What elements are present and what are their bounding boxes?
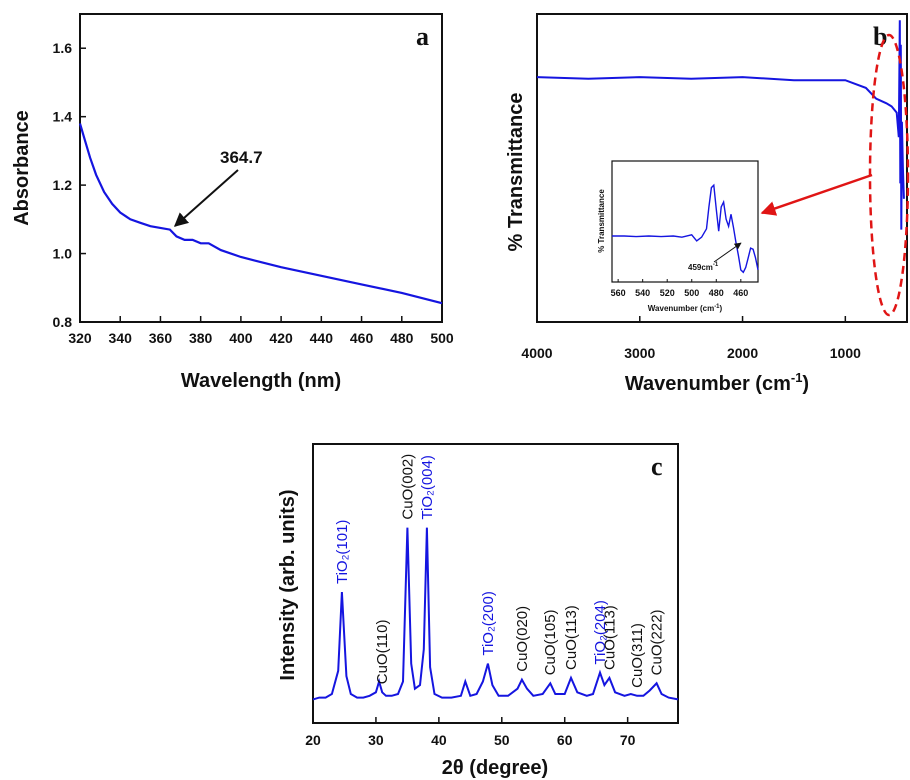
- panel-c-peak-label: TiO₂(200): [480, 591, 497, 655]
- panel-b-inset-series-line: [612, 183, 759, 274]
- panel-a-ytick-label: 1.6: [53, 40, 73, 56]
- panel-b: 4000 3000 2000 1000 b 560 540 520 500 480 460 45…: [505, 13, 910, 395]
- panel-b-frame: [536, 13, 908, 323]
- panel-c-frame: [312, 443, 679, 724]
- panel-b-inset-xtick-label: 480: [709, 288, 724, 298]
- panel-b-inset-ylabel: % Transmittance: [597, 189, 606, 253]
- panel-b-inset-annotation-sup: -1: [713, 262, 719, 268]
- panel-c-peak-label: TiO₂(004): [419, 455, 436, 519]
- panel-a-annotation: 364.7: [220, 148, 263, 167]
- panel-b-letter: b: [873, 22, 887, 51]
- panel-b-xlabel: Wavenumber (cm-1): [625, 370, 809, 395]
- panel-b-inset-xlabel-sup: -1: [714, 304, 720, 310]
- panel-a-xtick-label: 320: [68, 330, 92, 346]
- panel-b-inset-xtick-label: 520: [660, 288, 675, 298]
- panel-b-ylabel: % Transmittance: [505, 93, 527, 252]
- panel-c-peak-label: CuO(110): [374, 620, 391, 685]
- panel-b-inset-frame: [611, 160, 759, 283]
- panel-b-ticks: 4000 3000 2000 1000: [521, 316, 861, 361]
- panel-c-series-line: [312, 527, 679, 701]
- panel-c-xtick-label: 30: [368, 732, 384, 748]
- panel-c-peak-label: CuO(311): [629, 623, 646, 688]
- panel-b-inset-xtick-label: 540: [635, 288, 650, 298]
- panel-c-peak-label: CuO(222): [649, 609, 666, 675]
- panel-b-inset-ticks: 560 540 520 500 480 460: [611, 279, 748, 298]
- panel-c-peak-label: CuO(020): [514, 606, 531, 672]
- panel-a-xlabel: Wavelength (nm): [181, 370, 341, 392]
- panel-a-xtick-label: 500: [430, 330, 454, 346]
- panel-a-xtick-label: 440: [310, 330, 334, 346]
- panel-c-ticks: 20 30 40 50 60 70: [305, 717, 636, 748]
- panel-c-xtick-label: 50: [494, 732, 510, 748]
- panel-b-inset-xtick-label: 500: [684, 288, 699, 298]
- panel-a-letter: a: [416, 22, 429, 51]
- panel-b-xtick-label: 2000: [727, 345, 758, 361]
- panel-c-peak-labels: TiO₂(101) CuO(110) CuO(002) TiO₂(004) TiO₂(2…: [334, 454, 666, 688]
- panel-a-ylabel: Absorbance: [11, 110, 33, 226]
- panel-a: 320 340 360 380 400 420 440 460 480 500 0.8 1.0 1.2 1…: [11, 13, 454, 392]
- panel-b-xlabel-sup: -1: [791, 370, 803, 385]
- panel-a-xtick-label: 360: [149, 330, 173, 346]
- panel-c-peak-label: CuO(113): [563, 605, 580, 670]
- panel-a-xtick-label: 460: [350, 330, 374, 346]
- panel-b-xtick-label: 1000: [830, 345, 861, 361]
- panel-c-peak-label: CuO(105): [542, 609, 559, 675]
- panel-b-inset-annotation-arrow: [713, 242, 742, 263]
- panel-c-peak-label: CuO(002): [399, 454, 416, 520]
- panel-b-inset-xtick-label: 560: [611, 288, 626, 298]
- panel-c-xtick-label: 70: [620, 732, 636, 748]
- panel-a-xtick-label: 380: [189, 330, 213, 346]
- panel-a-xtick-label: 420: [269, 330, 293, 346]
- panel-c-peak-label: TiO₂(204): [592, 600, 609, 664]
- panel-c-letter: c: [651, 452, 663, 481]
- panel-a-annotation-arrow: [173, 169, 239, 227]
- panel-c-xtick-label: 40: [431, 732, 447, 748]
- panel-b-xtick-label: 4000: [521, 345, 552, 361]
- panel-b-inset-annotation-main: 459cm: [688, 263, 713, 272]
- panel-b-inset-xlabel-end: ): [720, 304, 723, 313]
- panel-b-xlabel-main: Wavenumber (cm: [625, 373, 791, 395]
- panel-b-xtick-label: 3000: [624, 345, 655, 361]
- panel-b-inset-annotation: 459cm-1: [688, 262, 719, 272]
- panel-c-peak-label: TiO₂(101): [334, 520, 351, 584]
- panel-c-xlabel: 2θ (degree): [442, 757, 548, 779]
- panel-b-inset-xlabel-main: Wavenumber (cm: [648, 304, 714, 313]
- panel-b-xlabel-end: ): [802, 373, 809, 395]
- panel-a-ytick-label: 1.0: [53, 246, 73, 262]
- panel-b-inset-xlabel: Wavenumber (cm-1): [648, 304, 723, 313]
- panel-c-ylabel: Intensity (arb. units): [277, 489, 299, 680]
- panel-b-highlight-arrow: [760, 173, 873, 216]
- panel-a-ytick-label: 1.2: [53, 177, 73, 193]
- panel-a-ticks: 320 340 360 380 400 420 440 460 480 500 0.8 1.0 1.2 1…: [53, 40, 454, 346]
- panel-b-inset-xtick-label: 460: [733, 288, 748, 298]
- panel-a-ytick-label: 0.8: [53, 314, 73, 330]
- panel-c-xtick-label: 60: [557, 732, 573, 748]
- panel-a-series-line: [78, 123, 443, 305]
- panel-a-xtick-label: 340: [109, 330, 133, 346]
- panel-a-xtick-label: 400: [229, 330, 253, 346]
- panel-c-xtick-label: 20: [305, 732, 321, 748]
- panel-c: 20 30 40 50 60 70 TiO₂(101)CuO(110)CuO(002) Ti…: [277, 443, 679, 779]
- panel-b-inset: 560 540 520 500 480 460 459cm-1 Wavenumber (c…: [597, 160, 759, 313]
- panel-a-xtick-label: 480: [390, 330, 414, 346]
- panel-c-peak-label: CuO(113): [601, 605, 618, 670]
- panel-b-series-line: [536, 20, 905, 230]
- panel-a-ytick-label: 1.4: [53, 109, 73, 125]
- panel-a-frame: [79, 13, 443, 323]
